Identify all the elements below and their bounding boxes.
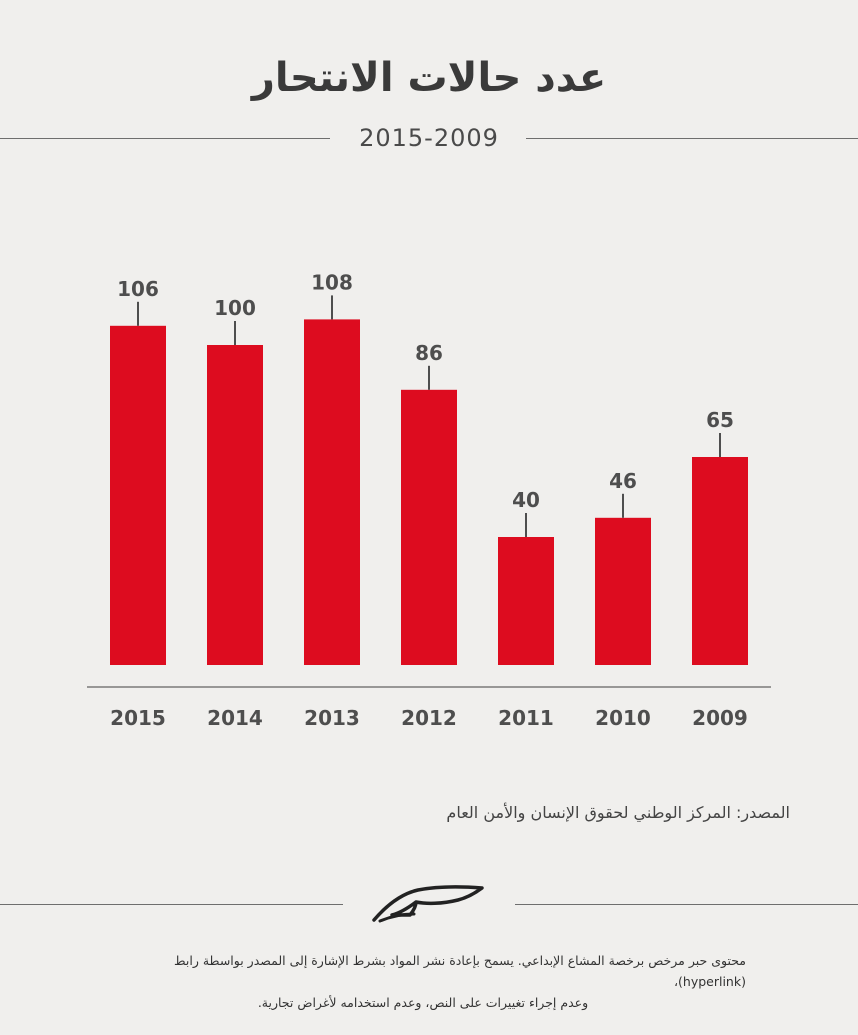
subtitle-divider-left (0, 138, 330, 139)
x-tick-label-2009: 2009 (692, 706, 748, 730)
license-text: محتوى حبر مرخص برخصة المشاع الإبداعي. يس… (100, 950, 746, 1013)
footer-divider-left (0, 904, 343, 905)
bar-2011 (498, 537, 554, 665)
license-line-2: وعدم إجراء تغييرات على النص، وعدم استخدا… (257, 995, 589, 1010)
chart-title: عدد حالات الانتحار (251, 55, 607, 101)
value-label-2011: 40 (512, 488, 540, 512)
value-label-2010: 46 (609, 469, 637, 493)
x-tick-label-2015: 2015 (110, 706, 166, 730)
value-label-2009: 65 (706, 408, 734, 432)
chart-subtitle: 2015-2009 (359, 124, 499, 152)
bar-2013 (304, 319, 360, 665)
x-tick-label-2011: 2011 (498, 706, 554, 730)
source-note: المصدر: المركز الوطني لحقوق الإنسان والأ… (446, 803, 790, 822)
bar-2015 (110, 325, 166, 665)
x-tick-label-2013: 2013 (304, 706, 360, 730)
bar-chart: 106 2015 100 2014 108 2013 86 2012 40 2011 46 2010 6… (87, 270, 771, 730)
bar-2010 (595, 517, 651, 665)
subtitle-divider-right (526, 138, 858, 139)
bar-2009 (692, 457, 748, 665)
value-label-2012: 86 (415, 341, 443, 365)
footer-divider-right (515, 904, 858, 905)
x-tick-label-2012: 2012 (401, 706, 457, 730)
value-label-2015: 106 (117, 277, 159, 301)
bar-2012 (401, 389, 457, 665)
bar-2014 (207, 345, 263, 665)
value-label-2014: 100 (214, 296, 256, 320)
x-tick-label-2014: 2014 (207, 706, 263, 730)
x-tick-label-2010: 2010 (595, 706, 651, 730)
license-line-1: محتوى حبر مرخص برخصة المشاع الإبداعي. يس… (174, 953, 746, 989)
value-label-2013: 108 (311, 270, 353, 294)
hiber-logo-icon (370, 880, 488, 930)
